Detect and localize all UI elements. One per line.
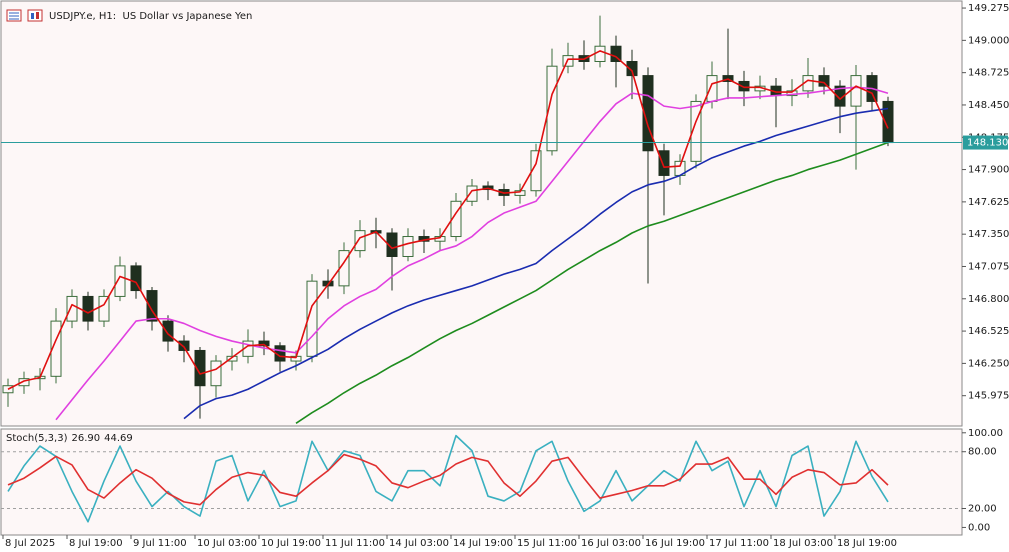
candle-body bbox=[530, 150, 542, 192]
x-tick-label: 11 Jul 11:00 bbox=[325, 538, 385, 549]
indicator-line bbox=[7, 434, 889, 523]
x-tick-label: 10 Jul 19:00 bbox=[261, 538, 321, 549]
y-tick-label: 149.000 bbox=[968, 35, 1009, 46]
stochastic-plot bbox=[1, 434, 962, 523]
candle-body bbox=[594, 45, 606, 62]
y-tick-label: 146.800 bbox=[968, 294, 1009, 305]
candle-body bbox=[66, 295, 78, 322]
candle-body bbox=[194, 349, 206, 387]
price-plot bbox=[1, 15, 962, 424]
y-tick-label: 147.900 bbox=[968, 165, 1009, 176]
candle-body bbox=[210, 360, 222, 387]
x-tick-label: 17 Jul 11:00 bbox=[709, 538, 769, 549]
axes: 149.275149.000148.725148.450148.175147.9… bbox=[2, 3, 1009, 549]
x-tick-label: 9 Jul 11:00 bbox=[133, 538, 187, 549]
candle-body bbox=[546, 65, 558, 152]
x-tick-label: 18 Jul 03:00 bbox=[773, 538, 833, 549]
icon[interactable] bbox=[27, 9, 43, 22]
y-tick-label: 147.625 bbox=[968, 197, 1009, 208]
candle-body bbox=[50, 320, 62, 377]
candle-body bbox=[706, 75, 718, 102]
y-tick-label: 100.00 bbox=[968, 428, 1003, 439]
x-tick-label: 8 Jul 19:00 bbox=[69, 538, 123, 549]
x-tick-label: 15 Jul 11:00 bbox=[517, 538, 577, 549]
y-tick-label: 0.00 bbox=[968, 522, 990, 533]
candle-body bbox=[82, 295, 94, 322]
current-price-tag bbox=[963, 135, 1008, 150]
candle-body bbox=[850, 75, 862, 107]
candle-body bbox=[610, 45, 622, 62]
stochastic-pane bbox=[0, 428, 963, 536]
candle-body bbox=[306, 280, 318, 357]
y-tick-label: 147.075 bbox=[968, 261, 1009, 272]
candle-body bbox=[354, 230, 366, 252]
indicator-title: Stoch(5,3,3) 26.90 44.69 bbox=[6, 433, 133, 444]
candle-body bbox=[2, 385, 14, 394]
icon-part bbox=[36, 12, 39, 19]
y-tick-label: 20.00 bbox=[968, 504, 997, 515]
symbol-icons bbox=[6, 9, 43, 22]
candle-body bbox=[738, 80, 750, 92]
y-tick-label: 148.450 bbox=[968, 100, 1009, 111]
candle-body bbox=[18, 378, 30, 387]
candle-body bbox=[386, 232, 398, 257]
x-tick-label: 16 Jul 19:00 bbox=[645, 538, 705, 549]
x-tick-label: 14 Jul 03:00 bbox=[389, 538, 449, 549]
y-tick-label: 148.725 bbox=[968, 68, 1009, 79]
indicator-line bbox=[7, 453, 889, 506]
x-tick-label: 8 Jul 2025 bbox=[5, 538, 55, 549]
candle-body bbox=[642, 75, 654, 152]
candle-body bbox=[658, 150, 670, 176]
candle-body bbox=[146, 290, 158, 322]
y-tick-label: 146.250 bbox=[968, 358, 1009, 369]
x-tick-label: 18 Jul 19:00 bbox=[837, 538, 897, 549]
candle-body bbox=[786, 90, 798, 97]
x-tick-label: 16 Jul 03:00 bbox=[581, 538, 641, 549]
indicator-value: 44.69 bbox=[104, 433, 133, 444]
candle-body bbox=[690, 100, 702, 162]
candle-body bbox=[98, 295, 110, 322]
candle-body bbox=[258, 340, 270, 347]
indicator-value: 26.90 bbox=[71, 433, 100, 444]
y-tick-label: 147.350 bbox=[968, 229, 1009, 240]
candle-body bbox=[178, 340, 190, 351]
candle-body bbox=[226, 355, 238, 362]
indicator-line bbox=[183, 107, 889, 420]
x-tick-label: 10 Jul 03:00 bbox=[197, 538, 257, 549]
y-tick-label: 149.275 bbox=[968, 3, 1009, 14]
indicator-line bbox=[55, 86, 889, 421]
candle-body bbox=[162, 320, 174, 342]
candle-body bbox=[834, 85, 846, 107]
indicator-line bbox=[7, 50, 889, 390]
indicator-name: Stoch(5,3,3) bbox=[6, 433, 68, 444]
candle-body bbox=[114, 265, 126, 297]
candle-body bbox=[402, 236, 414, 257]
candle-body bbox=[818, 75, 830, 87]
x-tick-label: 14 Jul 19:00 bbox=[453, 538, 513, 549]
y-tick-label: 145.975 bbox=[968, 391, 1009, 402]
candle-body bbox=[626, 60, 638, 77]
chart-title: USDJPY.e, H1: US Dollar vs Japanese Yen bbox=[49, 11, 252, 22]
y-tick-label: 80.00 bbox=[968, 447, 997, 458]
icon-part bbox=[31, 13, 34, 19]
price-pane bbox=[0, 0, 963, 427]
candle-body bbox=[130, 265, 142, 292]
current-price-label: 148.130 bbox=[967, 138, 1008, 149]
y-tick-label: 146.525 bbox=[968, 326, 1009, 337]
candle-body bbox=[450, 200, 462, 238]
candle-body bbox=[466, 185, 478, 202]
indicator-line bbox=[295, 141, 889, 424]
